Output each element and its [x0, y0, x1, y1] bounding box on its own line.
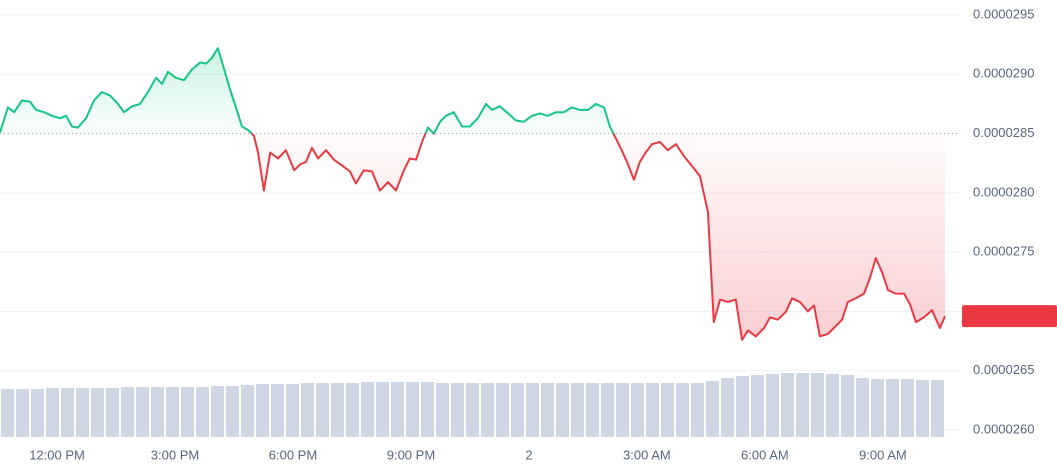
volume-bar [601, 383, 614, 437]
volume-bar [391, 382, 404, 437]
volume-bar [211, 386, 224, 437]
volume-bar [166, 387, 179, 437]
x-tick-label: 9:00 AM [859, 447, 907, 462]
volume-bar [91, 388, 104, 437]
volume-bar [781, 373, 794, 437]
last-price-tag [962, 305, 1057, 328]
volume-bar [46, 388, 59, 437]
volume-bar [886, 379, 899, 437]
volume-bar [796, 373, 809, 437]
volume-bar [526, 383, 539, 437]
volume-bar [121, 387, 134, 437]
volume-bar [226, 386, 239, 437]
volume-bar [856, 378, 869, 437]
volume-bar [466, 383, 479, 437]
volume-bar [301, 383, 314, 437]
x-tick-label: 12:00 PM [29, 447, 85, 462]
volume-bar [256, 384, 269, 437]
volume-bar [151, 387, 164, 437]
volume-bar [571, 383, 584, 437]
volume-bar [931, 380, 944, 437]
price-line [0, 47, 946, 341]
volume-bar [241, 385, 254, 437]
price-area-fill [0, 48, 945, 340]
volume-bar [556, 383, 569, 437]
x-tick-label: 3:00 PM [151, 447, 199, 462]
y-tick-label: 0.0000290 [973, 66, 1034, 81]
volume-bar [766, 374, 779, 437]
volume-bar [646, 383, 659, 437]
volume-bar [376, 382, 389, 437]
volume-bar [76, 388, 89, 437]
volume-bar [541, 383, 554, 437]
volume-bar [811, 373, 824, 437]
volume-bar [436, 383, 449, 437]
volume-bar [511, 383, 524, 437]
y-tick-label: 0.0000275 [973, 244, 1034, 259]
volume-bar [736, 376, 749, 437]
volume-bar [16, 389, 29, 437]
volume-bar [31, 389, 44, 437]
y-tick-label: 0.0000285 [973, 125, 1034, 140]
volume-bar [181, 387, 194, 437]
volume-bar [136, 387, 149, 437]
volume-bar [826, 374, 839, 437]
x-tick-label: 6:00 AM [741, 447, 789, 462]
volume-bar [496, 383, 509, 437]
volume-bar [451, 383, 464, 437]
volume-bar [1, 389, 14, 437]
volume-bar [616, 383, 629, 437]
x-tick-label: 6:00 PM [269, 447, 317, 462]
volume-bar [631, 383, 644, 437]
volume-bar [331, 383, 344, 437]
volume-bar [661, 383, 674, 437]
volume-bar [751, 375, 764, 437]
x-tick-label: 9:00 PM [387, 447, 435, 462]
volume-bar [106, 388, 119, 437]
volume-bar [61, 388, 74, 437]
volume-bar [421, 382, 434, 437]
y-tick-label: 0.0000265 [973, 362, 1034, 377]
volume-bar [346, 383, 359, 437]
y-tick-label: 0.0000260 [973, 421, 1034, 436]
volume-bar [481, 383, 494, 437]
y-tick-label: 0.0000295 [973, 6, 1034, 21]
volume-bar [916, 380, 929, 437]
volume-bar [316, 383, 329, 437]
volume-bar [196, 387, 209, 437]
volume-bar [871, 379, 884, 437]
volume-bar [271, 384, 284, 437]
volume-bar [901, 379, 914, 437]
x-tick-label: 2 [525, 447, 532, 462]
volume-bar [676, 383, 689, 437]
volume-bar [841, 375, 854, 437]
volume-bar [361, 382, 374, 437]
volume-bar [691, 383, 704, 437]
y-tick-label: 0.0000280 [973, 184, 1034, 199]
x-tick-label: 3:00 AM [623, 447, 671, 462]
volume-bar [706, 381, 719, 437]
volume-bar [406, 382, 419, 437]
volume-bar [286, 384, 299, 437]
volume-bar [586, 383, 599, 437]
volume-bar [721, 378, 734, 437]
